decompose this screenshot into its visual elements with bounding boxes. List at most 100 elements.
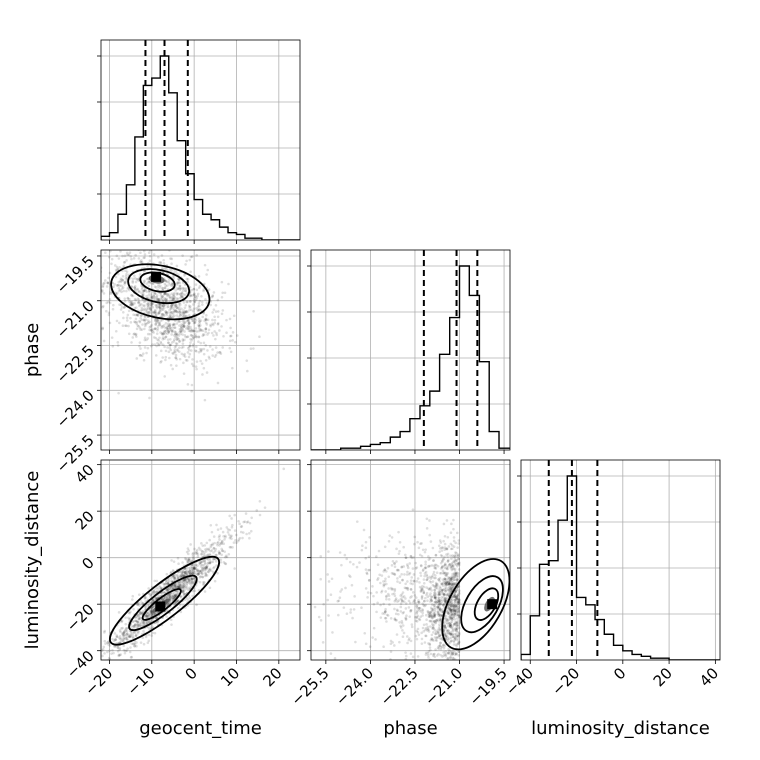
- scatter-point: [456, 571, 459, 575]
- scatter-point: [428, 519, 431, 522]
- scatter-point: [183, 355, 187, 358]
- scatter-point: [148, 396, 151, 400]
- scatter-point: [184, 289, 187, 293]
- scatter-point: [454, 600, 457, 604]
- scatter-point: [126, 313, 130, 317]
- scatter-point: [383, 568, 387, 572]
- scatter-point: [455, 595, 458, 598]
- scatter-point: [240, 525, 244, 528]
- scatter-point: [195, 253, 199, 257]
- scatter-point: [124, 622, 128, 626]
- scatter-point: [180, 325, 183, 328]
- scatter-point: [145, 351, 148, 355]
- scatter-point: [160, 312, 164, 316]
- scatter-point: [216, 322, 220, 326]
- scatter-point: [449, 632, 453, 636]
- scatter-point: [364, 642, 368, 646]
- scatter-point: [131, 303, 135, 307]
- scatter-point: [440, 588, 444, 592]
- scatter-point: [231, 546, 234, 549]
- scatter-point: [158, 286, 161, 289]
- scatter-point: [435, 639, 438, 643]
- scatter-point: [430, 620, 434, 623]
- scatter-point: [449, 582, 452, 585]
- scatter-point: [366, 591, 370, 594]
- scatter-point: [436, 610, 440, 613]
- scatter-point: [187, 577, 190, 581]
- scatter-point: [432, 570, 436, 574]
- scatter-point: [140, 318, 144, 322]
- scatter-point: [191, 558, 195, 561]
- scatter-point: [136, 288, 139, 292]
- scatter-point: [173, 594, 176, 598]
- scatter-point: [139, 260, 142, 263]
- scatter-point: [174, 342, 178, 345]
- scatter-point: [194, 365, 198, 368]
- scatter-point: [222, 334, 225, 338]
- scatter-point: [182, 314, 186, 317]
- scatter-point: [134, 333, 138, 337]
- scatter-point: [170, 282, 174, 286]
- scatter-point: [106, 281, 110, 285]
- scatter-point: [133, 231, 136, 234]
- scatter-point: [364, 587, 368, 590]
- scatter-point: [151, 311, 155, 314]
- scatter-point: [415, 615, 419, 619]
- scatter-point: [349, 608, 353, 611]
- scatter-point: [412, 599, 416, 603]
- scatter-point: [168, 586, 171, 590]
- scatter-point: [119, 308, 123, 311]
- scatter-point: [164, 310, 167, 314]
- scatter-point: [401, 624, 405, 627]
- scatter-point: [178, 284, 182, 288]
- histogram-geocent_time: [97, 39, 301, 244]
- scatter-point: [172, 594, 175, 597]
- scatter-point: [455, 621, 458, 625]
- scatter-point: [438, 592, 441, 596]
- scatter-point: [172, 294, 176, 298]
- scatter-point: [214, 303, 218, 307]
- scatter-point: [175, 272, 178, 275]
- scatter-point: [384, 595, 388, 599]
- scatter-point: [170, 304, 173, 308]
- scatter-point: [166, 582, 170, 585]
- scatter-point: [446, 567, 449, 571]
- x-tick-label: −10: [124, 664, 159, 699]
- scatter-point: [104, 251, 107, 255]
- scatter-point: [191, 567, 195, 571]
- scatter-point: [178, 346, 181, 349]
- scatter-point: [430, 603, 434, 606]
- scatter-point: [168, 322, 172, 326]
- scatter-point: [130, 285, 134, 289]
- scatter-point: [200, 550, 204, 553]
- scatter-point: [446, 611, 450, 615]
- scatter-point: [192, 336, 195, 340]
- scatter-point: [127, 309, 131, 313]
- scatter-point: [190, 582, 194, 585]
- scatter-point: [434, 601, 438, 604]
- scatter-point: [446, 535, 450, 539]
- scatter-point: [187, 577, 190, 580]
- scatter-point: [458, 626, 461, 630]
- scatter-point: [190, 579, 194, 583]
- scatter-point: [101, 327, 104, 331]
- scatter-point: [427, 628, 430, 631]
- scatter-point: [171, 282, 174, 286]
- scatter-point: [425, 586, 428, 589]
- scatter-point: [434, 586, 438, 590]
- scatter-point: [178, 288, 182, 291]
- scatter-point: [178, 583, 181, 586]
- scatter-point: [208, 569, 212, 572]
- panel-frame: [100, 249, 301, 451]
- scatter-point: [427, 612, 430, 616]
- scatter-point: [270, 619, 273, 622]
- scatter-point: [167, 330, 170, 333]
- scatter-point: [416, 684, 419, 687]
- scatter-point: [455, 611, 458, 614]
- scatter-point: [131, 336, 135, 339]
- scatter-point: [158, 309, 162, 313]
- scatter-point: [157, 298, 161, 301]
- scatter-point: [135, 320, 138, 324]
- scatter-point: [184, 571, 187, 575]
- scatter-point: [448, 615, 451, 619]
